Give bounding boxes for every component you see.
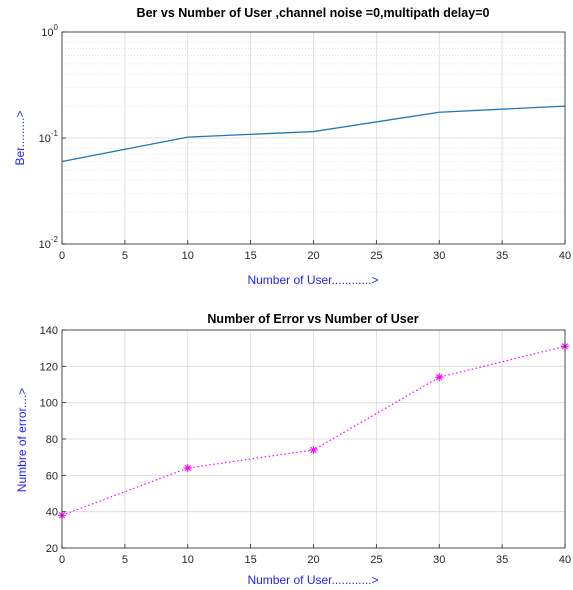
- ber-x-tick-label: 15: [245, 250, 257, 262]
- ber-plot-xlabel: Number of User............>: [247, 273, 378, 287]
- ber-plot-grid: [61, 31, 566, 245]
- error-plot-x-ticks: 0 5 10 15 20 25 30 35 40: [59, 544, 571, 566]
- error-y-tick-label: 80: [46, 434, 58, 446]
- ber-x-tick-label: 35: [496, 250, 508, 262]
- error-x-tick-label: 30: [433, 554, 445, 566]
- error-y-tick-label: 20: [46, 543, 58, 555]
- ber-series-line: [61, 105, 566, 163]
- ber-plot-title: Ber vs Number of User ,channel noise =0,…: [137, 6, 490, 20]
- error-data-point: [309, 445, 318, 454]
- error-data-point: [183, 464, 192, 473]
- error-y-tick-label: 60: [46, 470, 58, 482]
- error-y-tick-label: 100: [40, 398, 58, 410]
- ber-x-tick-label: 10: [182, 250, 194, 262]
- error-y-tick-label: 120: [40, 361, 58, 373]
- error-x-tick-label: 20: [307, 554, 319, 566]
- ber-x-tick-label: 25: [370, 250, 382, 262]
- ber-plot-ylabel: Ber.........>: [13, 110, 27, 165]
- error-x-tick-label: 5: [122, 554, 128, 566]
- ber-y-tick-label: 10-1: [39, 129, 59, 145]
- error-plot-xlabel: Number of User............>: [247, 573, 378, 587]
- error-plot-y-ticks: 20 40 60 80 100 120 140: [40, 325, 66, 555]
- ber-plot-x-ticks: 0 5 10 15 20 25 30 35 40: [59, 240, 571, 262]
- error-data-point: [435, 373, 444, 382]
- ber-x-tick-label: 5: [122, 250, 128, 262]
- ber-plot-y-ticks: 100 10-1 10-2: [39, 23, 66, 251]
- ber-x-tick-label: 40: [559, 250, 571, 262]
- error-plot: Number of Error vs Number of User 0 5 10 15…: [15, 312, 571, 587]
- ber-x-tick-label: 30: [433, 250, 445, 262]
- error-plot-title: Number of Error vs Number of User: [207, 312, 418, 326]
- error-plot-ylabel: Numbre of error....>: [15, 388, 29, 492]
- ber-y-tick-label: 100: [41, 23, 58, 39]
- ber-x-tick-label: 20: [307, 250, 319, 262]
- error-y-tick-label: 140: [40, 325, 58, 337]
- error-y-tick-label: 40: [46, 507, 58, 519]
- ber-y-tick-label: 10-2: [39, 235, 59, 251]
- error-plot-grid: [61, 329, 566, 549]
- ber-x-tick-label: 0: [59, 250, 65, 262]
- error-x-tick-label: 10: [182, 554, 194, 566]
- ber-plot: Ber vs Number of User ,channel noise =0,…: [13, 6, 571, 287]
- error-x-tick-label: 0: [59, 554, 65, 566]
- error-x-tick-label: 15: [245, 554, 257, 566]
- error-x-tick-label: 40: [559, 554, 571, 566]
- error-x-tick-label: 35: [496, 554, 508, 566]
- error-x-tick-label: 25: [370, 554, 382, 566]
